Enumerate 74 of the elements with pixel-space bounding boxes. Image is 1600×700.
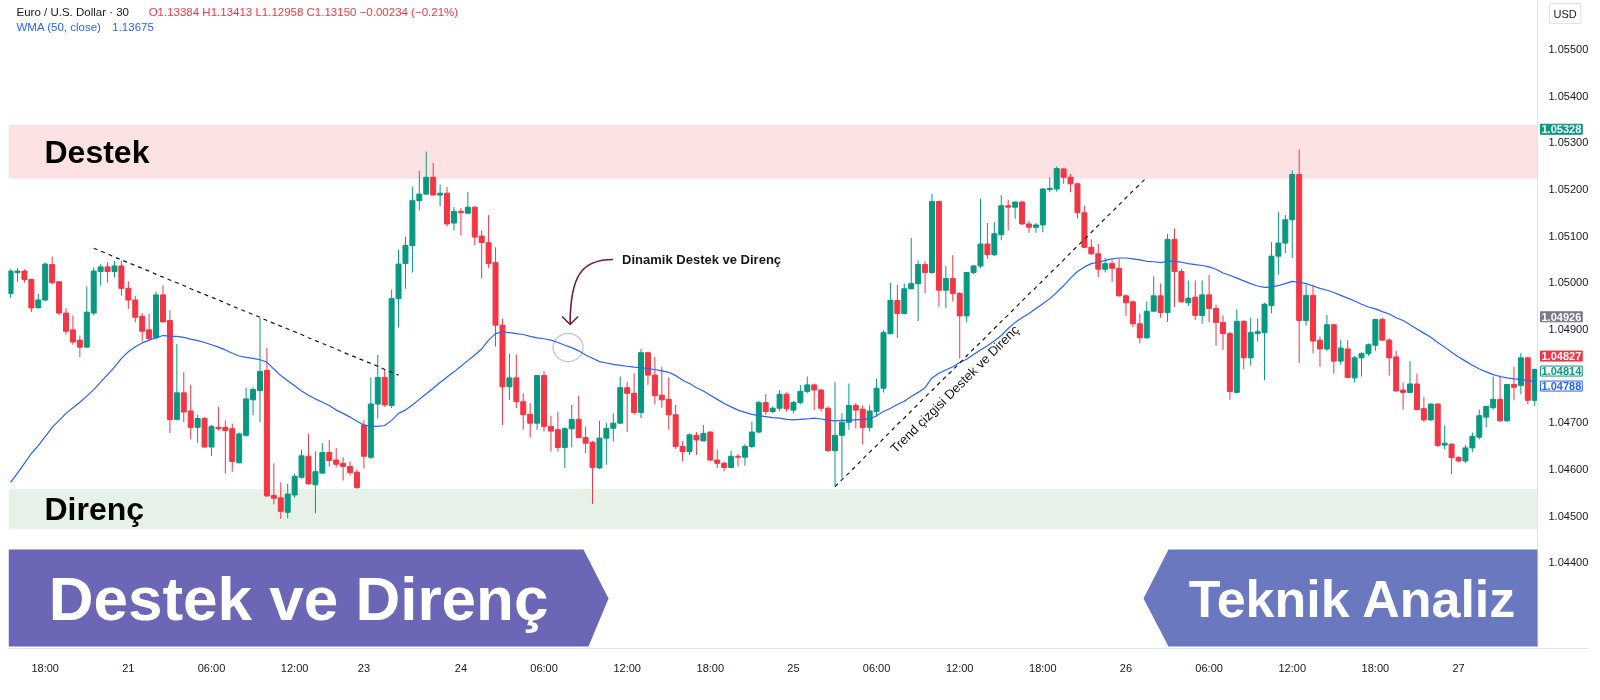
candlestick bbox=[1012, 201, 1019, 220]
annotation: O1.13384 H1.13413 L1.12958 C1.13150 −0.00234 (−0.21%) bbox=[148, 5, 459, 18]
candlestick bbox=[430, 162, 437, 197]
x-tick-label: 06:00 bbox=[530, 661, 558, 674]
candlestick bbox=[1192, 279, 1199, 321]
x-tick-label: 18:00 bbox=[696, 661, 725, 674]
y-tick-label: 1.04900 bbox=[1548, 322, 1589, 335]
x-tick-label: 27 bbox=[1452, 661, 1465, 674]
candlestick bbox=[1510, 366, 1517, 401]
y-tick-label: 1.04700 bbox=[1548, 416, 1589, 429]
x-tick-label: 18:00 bbox=[31, 661, 59, 674]
y-tick-label: 1.04600 bbox=[1548, 462, 1589, 475]
candlestick bbox=[783, 391, 790, 413]
candlestick bbox=[506, 353, 513, 401]
y-tick-label: 1.05000 bbox=[1548, 276, 1589, 289]
candlestick bbox=[1199, 279, 1206, 325]
band-label: Destek bbox=[44, 133, 150, 170]
text: 1.04926 bbox=[1541, 310, 1582, 323]
text: Teknik Analiz bbox=[1188, 569, 1516, 628]
line-series bbox=[93, 247, 400, 376]
candlestick bbox=[735, 453, 742, 468]
y-tick-label: 1.04400 bbox=[1548, 556, 1589, 569]
candlestick bbox=[693, 431, 700, 456]
candlestick bbox=[686, 432, 693, 456]
annotation: Euro / U.S. Dollar · 30 bbox=[16, 5, 129, 18]
text: 1.05328 bbox=[1541, 123, 1582, 136]
candlestick bbox=[1407, 360, 1414, 394]
x-tick-label: 18:00 bbox=[1361, 661, 1390, 674]
x-tick-label: 06:00 bbox=[197, 661, 226, 674]
candlestick bbox=[762, 393, 769, 416]
text: Destek ve Direnç bbox=[48, 564, 549, 633]
text: 1.04827 bbox=[1541, 350, 1582, 363]
candlestick bbox=[1441, 425, 1448, 450]
candlestick bbox=[208, 424, 215, 457]
x-tick-label: 12:00 bbox=[945, 661, 974, 674]
band-label: Direnç bbox=[44, 491, 145, 528]
candlestick bbox=[942, 265, 949, 309]
annotation: 1.13675 bbox=[112, 20, 154, 33]
x-tick-label: 12:00 bbox=[280, 661, 309, 674]
annotation: Dinamik Destek ve Direnç bbox=[622, 252, 782, 267]
x-tick-label: 12:00 bbox=[613, 661, 641, 674]
text: 1.04814 bbox=[1541, 365, 1583, 378]
candlestick bbox=[104, 261, 111, 284]
candlestick bbox=[1005, 199, 1012, 231]
x-tick-label: 24 bbox=[454, 661, 468, 674]
candlestick bbox=[450, 206, 457, 231]
candlestick bbox=[1157, 283, 1164, 319]
x-tick-label: 21 bbox=[122, 661, 135, 674]
y-tick-label: 1.05400 bbox=[1548, 89, 1589, 102]
candlestick bbox=[894, 284, 901, 339]
text: WMA (50, close) bbox=[16, 20, 102, 33]
text: 1.04788 bbox=[1541, 380, 1582, 393]
y-axis-title: USD bbox=[1553, 7, 1577, 20]
x-tick-label: 06:00 bbox=[862, 661, 891, 674]
candlestick bbox=[1497, 375, 1504, 423]
y-tick-label: 1.05100 bbox=[1548, 229, 1589, 242]
y-tick-label: 1.05500 bbox=[1548, 43, 1589, 56]
x-tick-label: 18:00 bbox=[1029, 661, 1057, 674]
y-tick-label: 1.05200 bbox=[1548, 182, 1589, 195]
x-tick-label: 06:00 bbox=[1195, 661, 1223, 674]
x-tick-label: 12:00 bbox=[1278, 661, 1307, 674]
candlestick bbox=[437, 184, 444, 207]
y-tick-label: 1.05300 bbox=[1548, 136, 1589, 149]
x-tick-label: 26 bbox=[1119, 661, 1133, 674]
candlestick bbox=[194, 414, 201, 444]
candlestick bbox=[922, 260, 929, 294]
candlestick bbox=[984, 222, 991, 260]
candlestick bbox=[457, 207, 464, 237]
y-tick-label: 1.04500 bbox=[1548, 509, 1589, 522]
candlestick bbox=[1185, 279, 1192, 307]
x-tick-label: 25 bbox=[787, 661, 800, 674]
x-tick-label: 23 bbox=[357, 661, 371, 674]
candlestick bbox=[464, 191, 471, 215]
candlestick bbox=[1337, 339, 1344, 366]
